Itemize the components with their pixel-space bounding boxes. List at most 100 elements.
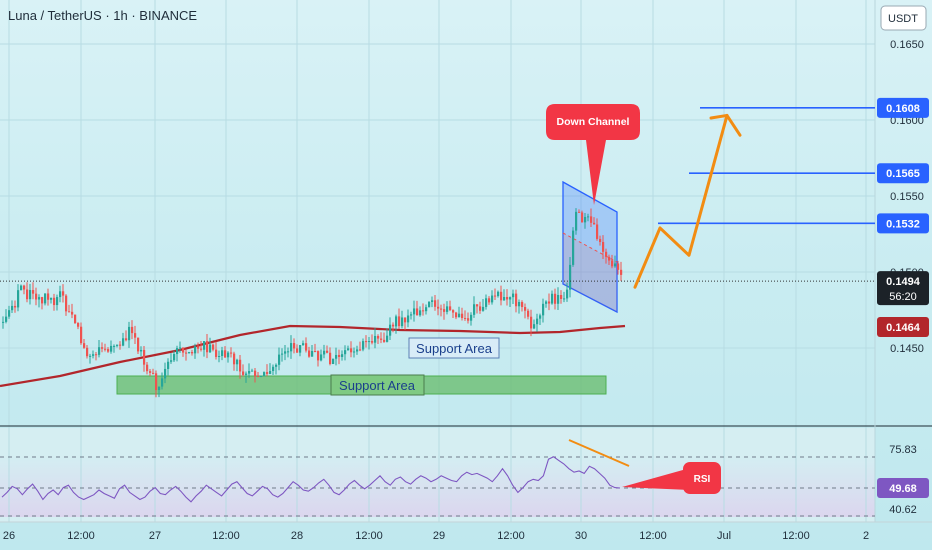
candle-body (527, 310, 530, 317)
candle-body (140, 349, 143, 352)
candle-body (548, 301, 551, 304)
candle-body (59, 291, 62, 298)
candle-body (482, 306, 485, 311)
candle-body (284, 351, 287, 354)
time-tick: 12:00 (639, 530, 667, 542)
candle-body (362, 341, 365, 350)
currency-box[interactable] (880, 5, 927, 31)
candle-body (5, 316, 8, 322)
candlestick-series (2, 208, 623, 398)
candle-body (359, 349, 362, 351)
candle-body (200, 348, 203, 350)
candle-body (410, 314, 413, 316)
price-level-tag (877, 97, 929, 118)
candle-body (413, 308, 416, 315)
down-channel-callout: Down Channel (546, 104, 640, 205)
candle-body (170, 360, 173, 362)
candle-body (152, 372, 155, 374)
candle-body (203, 341, 206, 350)
candle-body (89, 355, 92, 357)
candle-body (323, 350, 326, 355)
candle-body (443, 309, 446, 312)
time-tick: 12:00 (212, 530, 240, 542)
candle-body (209, 344, 212, 353)
candle-body (197, 346, 200, 349)
candle-body (308, 350, 311, 357)
candle-body (317, 351, 320, 361)
candle-body (356, 349, 359, 352)
candle-body (137, 337, 140, 352)
candle-body (182, 347, 185, 353)
candle-body (92, 354, 95, 356)
time-tick: Jul (717, 530, 731, 542)
candle-body (98, 347, 101, 355)
candle-body (293, 343, 296, 349)
candle-body (236, 359, 239, 365)
price-levels (658, 107, 875, 225)
candle-body (68, 311, 71, 313)
candle-body (281, 353, 284, 355)
projection-path (633, 113, 729, 289)
candle-body (116, 344, 119, 346)
moving-average-label: 0.1464 (886, 322, 921, 334)
candle-body (227, 352, 230, 358)
candle-body (386, 335, 389, 342)
candle-body (392, 324, 395, 327)
candle-body (113, 345, 116, 347)
candle-body (257, 376, 260, 378)
candle-body (110, 345, 113, 352)
candle-body (407, 315, 410, 323)
candle-body (101, 347, 104, 349)
price-tick: 0.1600 (890, 115, 924, 127)
candle-body (188, 352, 191, 354)
candle-body (509, 297, 512, 300)
price-tick: 0.1450 (890, 343, 924, 355)
candle-body (107, 349, 110, 352)
candle-body (248, 370, 251, 374)
candle-body (434, 300, 437, 307)
candle-body (86, 347, 89, 357)
candle-body (560, 295, 563, 299)
candle-body (371, 341, 374, 343)
candle-body (287, 351, 290, 353)
price-level-tag-label: 0.1608 (886, 103, 920, 115)
candle-body (599, 238, 602, 243)
candle-body (329, 352, 332, 365)
support-area-lower-label: Support Area (339, 378, 416, 393)
candle-body (53, 297, 56, 306)
candle-body (581, 212, 584, 223)
candle-body (542, 303, 545, 316)
time-tick: 12:00 (782, 530, 810, 542)
candle-body (143, 349, 146, 365)
candle-body (512, 293, 515, 298)
candle-body (563, 298, 566, 300)
candle-body (503, 297, 506, 301)
candle-body (590, 216, 593, 223)
candle-body (74, 314, 77, 324)
candle-body (446, 306, 449, 312)
candle-body (302, 343, 305, 346)
rsi-current-label: 49.68 (889, 483, 917, 495)
candle-body (347, 348, 350, 351)
candle-body (602, 242, 605, 252)
candle-body (311, 351, 314, 357)
candle-body (344, 350, 347, 355)
candle-body (23, 285, 26, 290)
candle-body (263, 372, 266, 377)
candle-body (428, 301, 431, 308)
candle-body (2, 321, 5, 323)
candle-body (584, 216, 587, 223)
candle-body (575, 211, 578, 231)
candle-body (620, 269, 623, 275)
candle-body (35, 293, 38, 300)
candle-body (332, 358, 335, 365)
candle-body (131, 326, 134, 334)
candle-body (470, 314, 473, 321)
time-tick: 26 (3, 530, 15, 542)
candle-body (125, 338, 128, 341)
support-area-upper-label: Support Area (416, 341, 493, 356)
candle-body (449, 306, 452, 311)
price-tick: 0.1650 (890, 39, 924, 51)
candle-body (422, 310, 425, 312)
candle-body (515, 293, 518, 307)
